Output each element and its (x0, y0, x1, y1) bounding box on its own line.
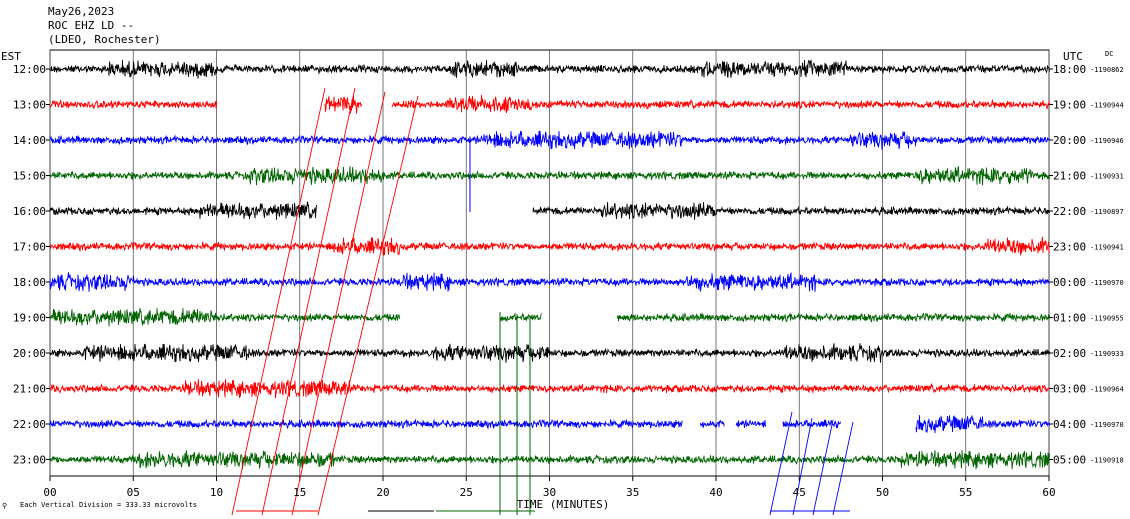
trace-1600 (49, 201, 1050, 220)
est-hour-label: 13:00 (13, 99, 46, 112)
x-tick-label: 15 (293, 486, 306, 499)
dc-offset-value: -1190931 (1090, 173, 1124, 181)
event-stroke (832, 421, 854, 516)
station-code: ROC EHZ LD -- (48, 19, 135, 32)
event-stroke (317, 95, 419, 516)
est-hour-label: 22:00 (13, 418, 46, 431)
x-tick-label: 40 (709, 486, 722, 499)
dc-offset-value: -1190897 (1090, 208, 1124, 216)
trace-1700 (49, 236, 1050, 256)
utc-hour-label: 23:00 (1053, 241, 1086, 254)
x-tick-label: 30 (543, 486, 556, 499)
x-tick-label: 55 (959, 486, 972, 499)
vertical-scale-note: Each Vertical Division = 333.33 microvol… (20, 501, 197, 509)
utc-hour-label: 00:00 (1053, 276, 1086, 289)
trace-2100 (49, 379, 1050, 399)
utc-hour-label: 22:00 (1053, 205, 1086, 218)
trace-1500 (49, 165, 1050, 186)
seismic-traces (49, 59, 1050, 470)
event-stroke (792, 417, 813, 516)
est-hour-label: 15:00 (13, 170, 46, 183)
utc-hour-label: 19:00 (1053, 99, 1086, 112)
trace-2200 (49, 415, 1050, 434)
event-stroke (812, 419, 834, 516)
x-tick-label: 35 (626, 486, 639, 499)
dc-offset-value: -1190970 (1090, 421, 1124, 429)
event-stroke (769, 411, 793, 516)
trace-1800 (49, 271, 1050, 292)
est-hour-label: 23:00 (13, 454, 46, 467)
station-network: (LDEO, Rochester) (48, 33, 161, 46)
utc-hour-label: 21:00 (1053, 170, 1086, 183)
est-hour-label: 20:00 (13, 347, 46, 360)
utc-hour-label: 04:00 (1053, 418, 1086, 431)
x-tick-label: 45 (793, 486, 806, 499)
dc-offset-value: -1190970 (1090, 279, 1124, 287)
est-hour-label: 16:00 (13, 205, 46, 218)
trace-1300 (49, 94, 1050, 114)
x-tick-label: 60 (1042, 486, 1055, 499)
event-stroke (231, 87, 326, 516)
right-timezone-label: UTC (1063, 50, 1083, 63)
dc-offset-value: -1190862 (1090, 66, 1124, 74)
chart-labels: 00 05 10 15 20 25 30 35 40 45 50 55 60 12:00 18:00 -119… (13, 63, 1124, 499)
utc-hour-label: 01:00 (1053, 312, 1086, 325)
trace-1200 (49, 59, 1050, 79)
est-hour-label: 12:00 (13, 63, 46, 76)
dc-offset-value: -1190941 (1090, 244, 1124, 252)
dc-offset-value: -1190964 (1090, 386, 1124, 394)
dc-offset-value: -1190946 (1090, 137, 1124, 145)
dc-offset-value: -1190955 (1090, 315, 1124, 323)
est-hour-label: 17:00 (13, 241, 46, 254)
event-traces (231, 87, 854, 516)
x-axis-title: TIME (MINUTES) (517, 498, 610, 511)
dc-offset-label: DC (1105, 50, 1113, 58)
x-tick-label: 00 (43, 486, 56, 499)
dc-offset-value: -1190944 (1090, 102, 1124, 110)
trace-1400 (49, 130, 1050, 150)
chart-date: May26,2023 (48, 5, 115, 18)
utc-hour-label: 03:00 (1053, 383, 1086, 396)
est-hour-label: 14:00 (13, 134, 46, 147)
x-tick-label: 20 (376, 486, 389, 499)
trace-1900 (49, 308, 1050, 327)
utc-hour-label: 18:00 (1053, 63, 1086, 76)
scale-icon: ⚲ (2, 502, 7, 510)
est-hour-label: 19:00 (13, 312, 46, 325)
x-tick-label: 50 (876, 486, 889, 499)
dc-offset-value: -1190918 (1090, 457, 1124, 465)
x-tick-label: 10 (210, 486, 223, 499)
x-tick-label: 05 (127, 486, 140, 499)
x-tick-label: 25 (460, 486, 473, 499)
est-hour-label: 21:00 (13, 383, 46, 396)
event-stroke (261, 87, 356, 516)
event-stroke (291, 91, 386, 516)
utc-hour-label: 05:00 (1053, 454, 1086, 467)
trace-2300 (49, 450, 1050, 470)
dc-offset-value: -1190933 (1090, 350, 1124, 358)
vertical-gridlines (49, 49, 1050, 481)
utc-hour-label: 02:00 (1053, 347, 1086, 360)
left-timezone-label: EST (1, 50, 21, 63)
trace-2000 (49, 343, 1050, 363)
utc-hour-label: 20:00 (1053, 134, 1086, 147)
est-hour-label: 18:00 (13, 276, 46, 289)
